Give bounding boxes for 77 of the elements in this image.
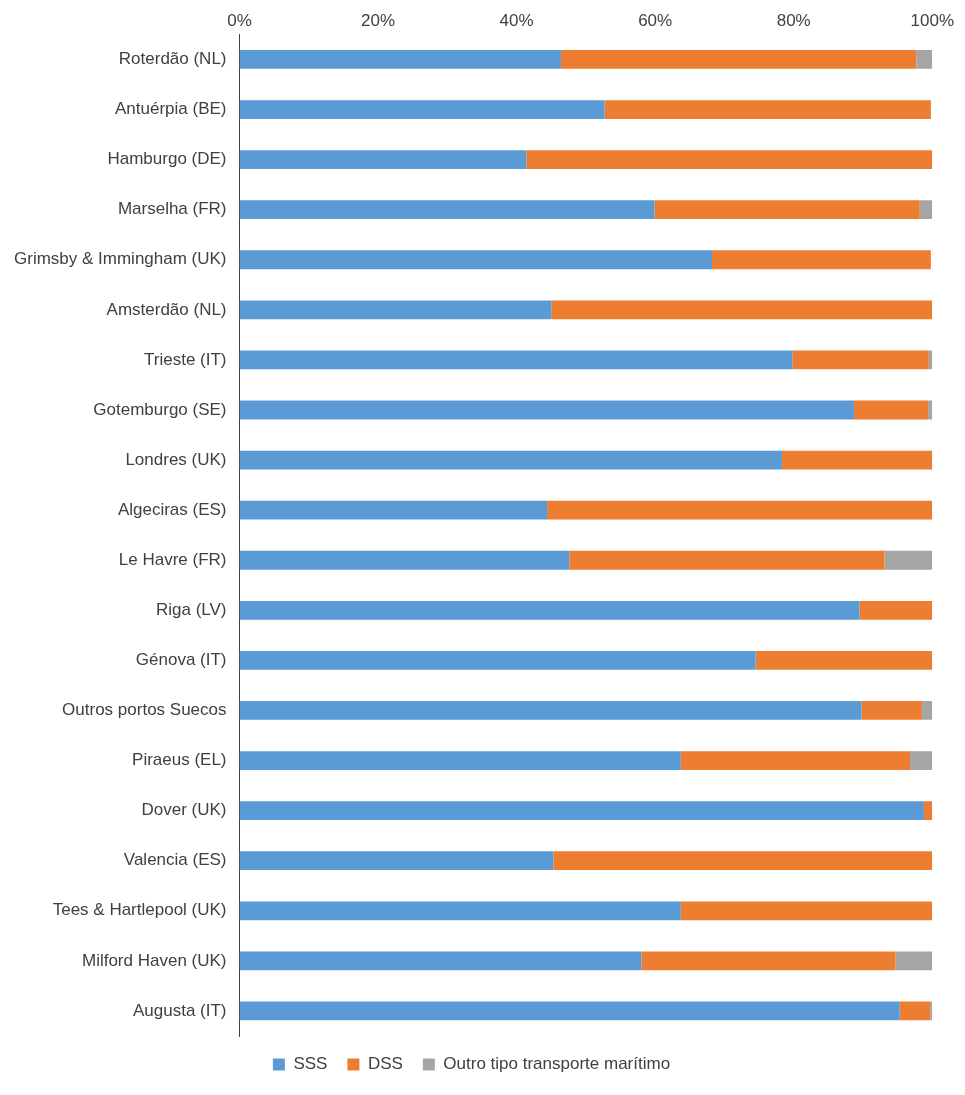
bar [239,450,782,470]
bar [916,50,933,69]
y-tick-label: Trieste (IT) [144,349,227,369]
y-tick-label: Outros portos Suecos [62,700,227,720]
y-tick-label: Le Havre (FR) [118,549,227,569]
bar [755,651,933,670]
y-tick-label: Antuérpia (BE) [115,99,227,119]
y-tick-label: Amsterdão (NL) [106,299,227,319]
bar [919,200,933,220]
bar [239,100,605,119]
x-tick-label: 0% [227,10,252,30]
bar [859,600,933,620]
bar [239,1001,900,1021]
bar [239,701,862,720]
bar [239,50,561,69]
x-tick-label: 60% [638,10,673,30]
y-tick-label: Grimsby & Immingham (UK) [13,249,227,269]
bar [861,701,922,720]
y-tick-label: Riga (LV) [155,600,227,620]
y-tick-label: Hamburgo (DE) [107,149,227,169]
y-tick-label: Dover (UK) [141,800,227,820]
bar [569,550,885,570]
bar [853,400,929,420]
bar [239,150,527,169]
bar [910,751,933,770]
legend-label: SSS [293,1054,328,1074]
y-tick-label: Tees & Hartlepool (UK) [52,900,227,920]
bar [239,550,570,570]
bar [547,500,933,520]
y-tick-label: Roterdão (NL) [118,49,227,69]
bar [239,400,854,420]
bar [239,801,924,821]
y-tick-label: Milford Haven (UK) [81,950,227,970]
x-tick-label: 100% [910,10,954,30]
y-tick-label: Augusta (IT) [132,1000,227,1020]
legend-label: DSS [367,1054,403,1074]
bar [680,751,911,770]
bar [239,951,642,971]
bar [239,500,548,520]
bar [792,350,929,370]
x-tick-label: 40% [499,10,534,30]
y-tick-label: Gotemburgo (SE) [93,399,227,419]
y-tick-label: Londres (UK) [125,449,227,469]
bar [923,801,933,821]
x-tick-label: 80% [776,10,811,30]
bar [899,1001,931,1021]
bar [895,951,933,971]
bar [239,250,712,270]
bar [551,300,933,320]
bar [560,50,917,69]
bar [239,600,860,620]
bar [239,751,681,770]
bar [239,851,554,871]
y-tick-label: Algeciras (ES) [117,499,227,519]
bar [711,250,931,270]
bar [239,350,793,370]
bar [239,300,552,320]
bar [654,200,920,220]
x-tick-label: 20% [361,10,396,30]
bar [928,400,933,420]
bar [680,901,933,921]
bar [641,951,896,971]
bar [930,1001,933,1021]
y-tick-label: Génova (IT) [135,650,227,670]
bar [884,550,933,570]
legend-label: Outro tipo transporte marítimo [443,1054,671,1074]
bar [239,651,756,670]
y-tick-label: Valencia (ES) [123,850,227,870]
y-tick-label: Piraeus (EL) [132,750,227,770]
y-tick-label: Marselha (FR) [117,199,227,219]
bar [526,150,933,169]
bar [553,851,933,871]
bar [781,450,933,470]
bar [239,200,655,220]
bar [604,100,931,119]
bar [921,701,933,720]
bar [239,901,681,921]
